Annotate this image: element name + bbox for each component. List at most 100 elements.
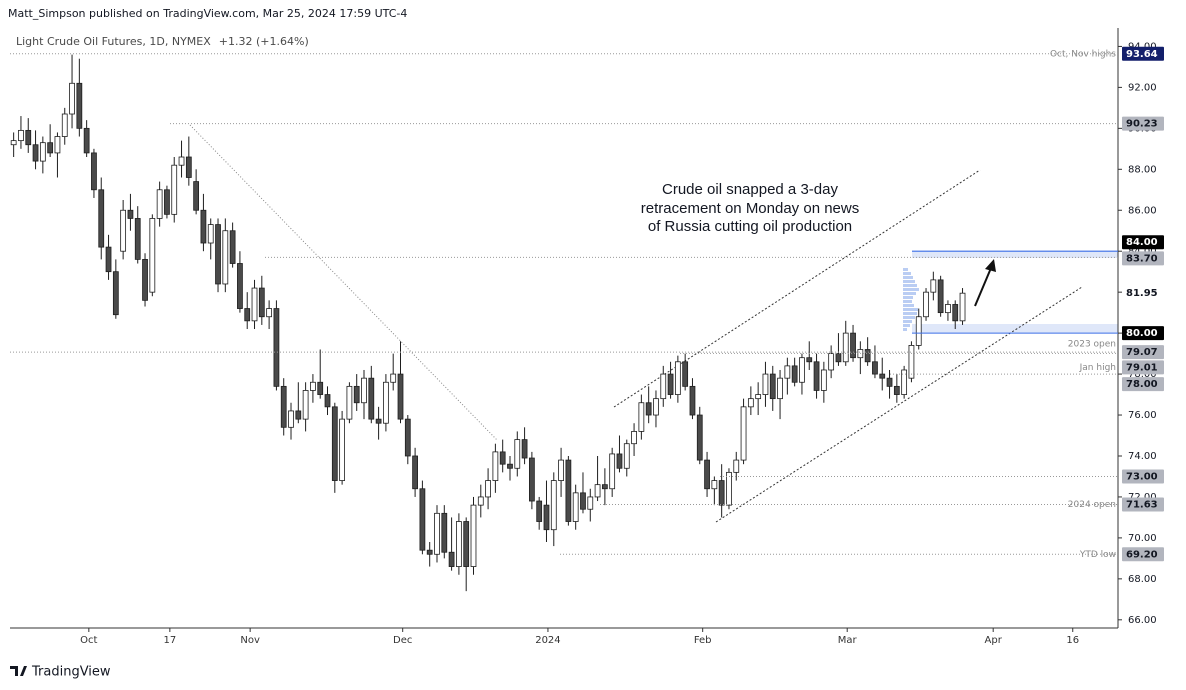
- y-tick-label: 88.00: [1128, 164, 1157, 175]
- candle-body: [142, 258, 148, 301]
- candle-body: [762, 373, 769, 395]
- candle-body: [346, 385, 353, 420]
- annotation: Crude oil snapped a 3-day: [662, 181, 838, 198]
- candle-body: [463, 521, 470, 567]
- price-tag: [1122, 497, 1164, 512]
- candle-body: [237, 263, 243, 309]
- candle-body: [777, 377, 783, 400]
- price-tag: [1122, 251, 1164, 266]
- price-tag: [1122, 547, 1164, 562]
- candle-body: [361, 377, 367, 404]
- candle-body: [273, 308, 280, 387]
- level-note: 2024 open: [1068, 500, 1116, 510]
- candle-body: [623, 443, 630, 469]
- candle-body: [419, 488, 426, 551]
- candle-body: [404, 418, 411, 457]
- candle-body: [543, 504, 550, 531]
- candle-body: [572, 492, 579, 522]
- candle-body: [164, 189, 170, 215]
- candle-body: [514, 439, 521, 469]
- candle-body: [631, 431, 637, 445]
- candle-body: [251, 287, 258, 322]
- x-tick-label: Apr: [985, 635, 1003, 646]
- candle-body: [893, 385, 900, 395]
- volume-profile: [903, 268, 919, 331]
- price-tag: [1122, 377, 1164, 392]
- price-tag: [1122, 345, 1164, 360]
- y-tick-label: 78.00: [1128, 369, 1157, 380]
- price-tag: [1122, 46, 1164, 61]
- candle-body: [580, 492, 586, 510]
- candle-body: [383, 381, 389, 424]
- candle-body: [653, 398, 659, 416]
- candle-body: [945, 304, 951, 314]
- x-tick-label: 2024: [535, 635, 560, 646]
- price-tag-label: 81.95: [1126, 288, 1158, 299]
- candle-body: [39, 142, 46, 162]
- y-tick-label: 70.00: [1128, 533, 1157, 544]
- candle-body: [601, 484, 608, 490]
- price-tag: [1122, 326, 1164, 341]
- candle-body: [193, 181, 200, 211]
- candle-body: [98, 189, 105, 248]
- candle-body: [799, 357, 805, 383]
- candle-body: [879, 373, 886, 379]
- candle-body: [156, 189, 163, 219]
- candle-body: [112, 271, 119, 316]
- candle-body: [54, 136, 61, 154]
- y-tick-label: 68.00: [1128, 574, 1157, 585]
- candle-body: [886, 377, 893, 387]
- candle-body: [872, 361, 878, 375]
- candle-body: [747, 398, 754, 408]
- candle-body: [324, 394, 331, 408]
- y-tick-label: 72.00: [1128, 492, 1157, 503]
- price-tag: [1122, 286, 1164, 301]
- candle-body: [69, 82, 75, 115]
- logo: TradingView: [10, 665, 111, 680]
- candle-body: [61, 113, 68, 137]
- price-tag-label: 78.00: [1126, 379, 1158, 390]
- candle-body: [185, 156, 192, 178]
- candle-body: [127, 209, 134, 219]
- price-tag-label: 73.00: [1126, 471, 1158, 482]
- candle-body: [207, 224, 214, 244]
- title: Light Crude Oil Futures, 1D, NYMEX: [16, 35, 211, 48]
- candle-body: [565, 459, 572, 522]
- chart-title: Light Crude Oil Futures, 1D, NYMEX +1.32 …: [16, 35, 309, 48]
- price-tag-label: 79.07: [1126, 347, 1158, 358]
- candle-body: [733, 459, 740, 473]
- candle-body: [229, 230, 236, 264]
- header: Matt_Simpson published on TradingView.co…: [8, 7, 407, 20]
- price-tag: [1122, 360, 1164, 375]
- candle-body: [477, 496, 484, 506]
- candle-body: [10, 140, 17, 146]
- candle-body: [784, 365, 791, 379]
- candle-body: [280, 385, 287, 428]
- candle-body: [507, 463, 513, 469]
- candle-body: [492, 451, 499, 481]
- price-tag: [1122, 235, 1164, 250]
- arrow-head: [985, 259, 996, 272]
- candle-body: [470, 504, 477, 567]
- candle-body: [288, 410, 294, 428]
- level-note: Oct, Nov highs: [1050, 49, 1116, 59]
- candle-body: [339, 418, 345, 481]
- level-note: Jan high: [1079, 363, 1116, 373]
- candle-body: [178, 156, 185, 166]
- candle-body: [901, 369, 908, 395]
- candle-body: [331, 406, 338, 481]
- candle-body: [76, 82, 83, 129]
- x-tick-label: 17: [163, 635, 176, 646]
- candle-body: [149, 218, 156, 293]
- candle-body: [667, 373, 674, 395]
- candle-body: [120, 209, 127, 252]
- candle-body: [828, 353, 835, 371]
- candle-body: [397, 373, 404, 420]
- x-tick-label: 16: [1066, 635, 1079, 646]
- candle-body: [930, 279, 937, 293]
- y-tick-label: 92.00: [1128, 82, 1157, 93]
- candle-body: [755, 394, 762, 400]
- candle-body: [91, 152, 97, 191]
- candle-body: [864, 349, 871, 363]
- candle-body: [594, 484, 601, 498]
